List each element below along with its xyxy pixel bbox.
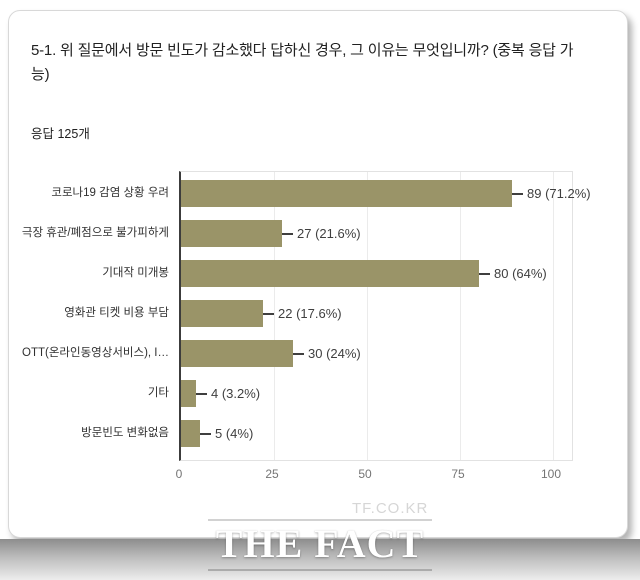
category-label: 극장 휴관/폐점으로 불가피하게 <box>21 226 169 239</box>
value-label: 4 (3.2%) <box>211 386 261 401</box>
category-label: OTT(온라인동영상서비스), I… <box>22 346 169 359</box>
bar <box>181 220 282 247</box>
bar-row: 22 (17.6%) <box>181 300 572 327</box>
value-label: 30 (24%) <box>308 346 361 361</box>
value-label: 27 (21.6%) <box>297 226 361 241</box>
watermark-divider-top <box>208 519 432 521</box>
gridline <box>553 172 554 460</box>
value-label: 22 (17.6%) <box>278 306 342 321</box>
bar-row: 5 (4%) <box>181 420 572 447</box>
bar-connector <box>293 352 304 355</box>
plot-area: 89 (71.2%) 27 (21.6%) 80 (64%) 22 (17.6%) 30… <box>179 171 591 461</box>
category-label: 기대작 미개봉 <box>102 266 169 279</box>
category-label: 기타 <box>147 386 169 399</box>
watermark-url: TF.CO.KR <box>352 500 429 517</box>
bar-connector <box>200 432 211 435</box>
bar-connector <box>263 312 274 315</box>
category-label: 영화관 티켓 비용 부담 <box>64 306 169 319</box>
bar-row: 89 (71.2%) <box>181 180 591 207</box>
bar <box>181 420 200 447</box>
bar <box>181 180 512 207</box>
watermark-divider-bottom <box>208 569 432 571</box>
value-label: 89 (71.2%) <box>527 186 591 201</box>
bar <box>181 260 479 287</box>
bar-row: 27 (21.6%) <box>181 220 572 247</box>
x-tick-label: 25 <box>265 467 279 481</box>
category-label: 방문빈도 변화없음 <box>81 426 169 439</box>
gridline <box>274 172 275 460</box>
bar-connector <box>479 272 490 275</box>
watermark-gradient-band <box>0 539 640 580</box>
gridline <box>367 172 368 460</box>
value-label: 80 (64%) <box>494 266 547 281</box>
bar-row: 80 (64%) <box>181 260 572 287</box>
x-tick-label: 50 <box>358 467 372 481</box>
question-card: 5-1. 위 질문에서 방문 빈도가 감소했다 답하신 경우, 그 이유는 무엇… <box>8 10 628 538</box>
value-label: 5 (4%) <box>215 426 254 441</box>
bar-connector <box>512 192 523 195</box>
bar <box>181 300 263 327</box>
category-label: 코로나19 감염 상황 우려 <box>51 186 169 199</box>
question-title: 5-1. 위 질문에서 방문 빈도가 감소했다 답하신 경우, 그 이유는 무엇… <box>31 42 574 83</box>
x-tick-label: 0 <box>175 467 183 481</box>
bar-row: 4 (3.2%) <box>181 380 572 407</box>
x-tick-label: 75 <box>451 467 465 481</box>
bar-connector <box>282 232 293 235</box>
watermark-logo: THE FACT <box>215 521 425 566</box>
x-tick-label: 100 <box>540 467 562 481</box>
gridline <box>460 172 461 460</box>
bar-connector <box>196 392 207 395</box>
bar <box>181 380 196 407</box>
bar-row: 30 (24%) <box>181 340 572 367</box>
bar <box>181 340 293 367</box>
response-count: 응답 125개 <box>31 127 90 141</box>
